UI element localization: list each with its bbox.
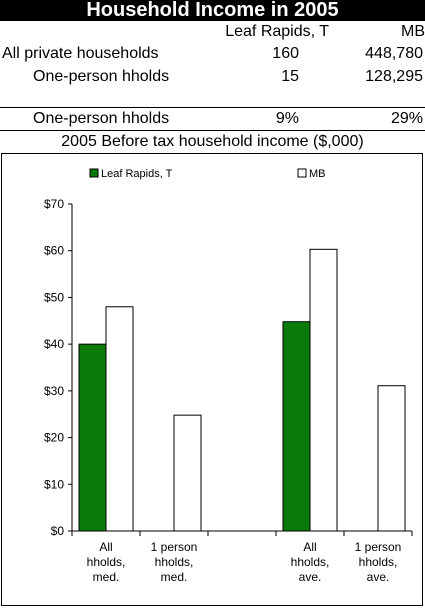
row-value-leaf-rapids: 15 bbox=[281, 68, 299, 85]
legend-label: Leaf Rapids, T bbox=[101, 168, 173, 180]
x-tick-label: 1 person bbox=[151, 540, 198, 554]
table-divider bbox=[0, 107, 425, 108]
x-tick-label: hholds, bbox=[359, 555, 398, 569]
bar-chart: Leaf Rapids, T MB $0 $10 $20 $30 $40 $50 $60 $70… bbox=[44, 168, 413, 584]
legend: Leaf Rapids, T MB bbox=[89, 168, 326, 180]
x-tick-label: hholds, bbox=[291, 555, 330, 569]
x-tick-label: All bbox=[99, 540, 112, 554]
row-label: One-person hholds bbox=[33, 68, 170, 85]
x-tick-label: ave. bbox=[367, 570, 390, 584]
x-tick-label: ave. bbox=[299, 570, 322, 584]
bar bbox=[377, 385, 406, 532]
table-divider bbox=[0, 130, 425, 131]
bar bbox=[282, 321, 311, 532]
column-header-mb: MB bbox=[401, 23, 425, 40]
x-tick-label: med. bbox=[93, 570, 120, 584]
x-tick-label: hholds, bbox=[87, 555, 126, 569]
y-tick-label: $10 bbox=[44, 477, 64, 491]
y-tick-label: $0 bbox=[51, 524, 65, 538]
row-value-mb: 128,295 bbox=[365, 68, 423, 85]
page-title: Household Income in 2005 bbox=[0, 0, 425, 21]
chart-subtitle: 2005 Before tax household income ($,000) bbox=[61, 133, 364, 150]
legend-swatch bbox=[297, 168, 307, 178]
x-tick-label: All bbox=[303, 540, 316, 554]
bar bbox=[105, 306, 134, 532]
x-tick-label: hholds, bbox=[155, 555, 194, 569]
bar bbox=[78, 343, 107, 532]
row-value-leaf-rapids: 9% bbox=[275, 110, 299, 127]
table-row: All private households 160 448,780 bbox=[0, 43, 425, 64]
chart-frame: Leaf Rapids, T MB $0 $10 $20 $30 $40 $50 $60 $70… bbox=[1, 153, 423, 606]
x-tick-label: med. bbox=[161, 570, 188, 584]
bar bbox=[309, 248, 338, 532]
bars bbox=[78, 248, 406, 532]
x-tick-label: 1 person bbox=[355, 540, 402, 554]
row-value-leaf-rapids: 160 bbox=[272, 45, 299, 62]
table-row: One-person hholds 9% 29% bbox=[0, 108, 425, 129]
y-tick-label: $30 bbox=[44, 384, 64, 398]
row-value-mb: 448,780 bbox=[365, 45, 423, 62]
row-label: All private households bbox=[2, 45, 159, 62]
y-tick-label: $20 bbox=[44, 431, 64, 445]
y-tick-label: $60 bbox=[44, 244, 64, 258]
table-header-row: Leaf Rapids, T MB bbox=[0, 21, 425, 42]
row-value-mb: 29% bbox=[390, 110, 423, 127]
y-tick-label: $50 bbox=[44, 290, 64, 304]
legend-swatch bbox=[89, 168, 99, 178]
table-row: One-person hholds 15 128,295 bbox=[0, 66, 425, 87]
y-tick-label: $70 bbox=[44, 197, 64, 211]
y-tick-label: $40 bbox=[44, 337, 64, 351]
row-label: One-person hholds bbox=[33, 110, 170, 127]
legend-label: MB bbox=[309, 168, 326, 180]
column-header-leaf-rapids: Leaf Rapids, T bbox=[225, 23, 329, 40]
bar bbox=[173, 414, 202, 532]
